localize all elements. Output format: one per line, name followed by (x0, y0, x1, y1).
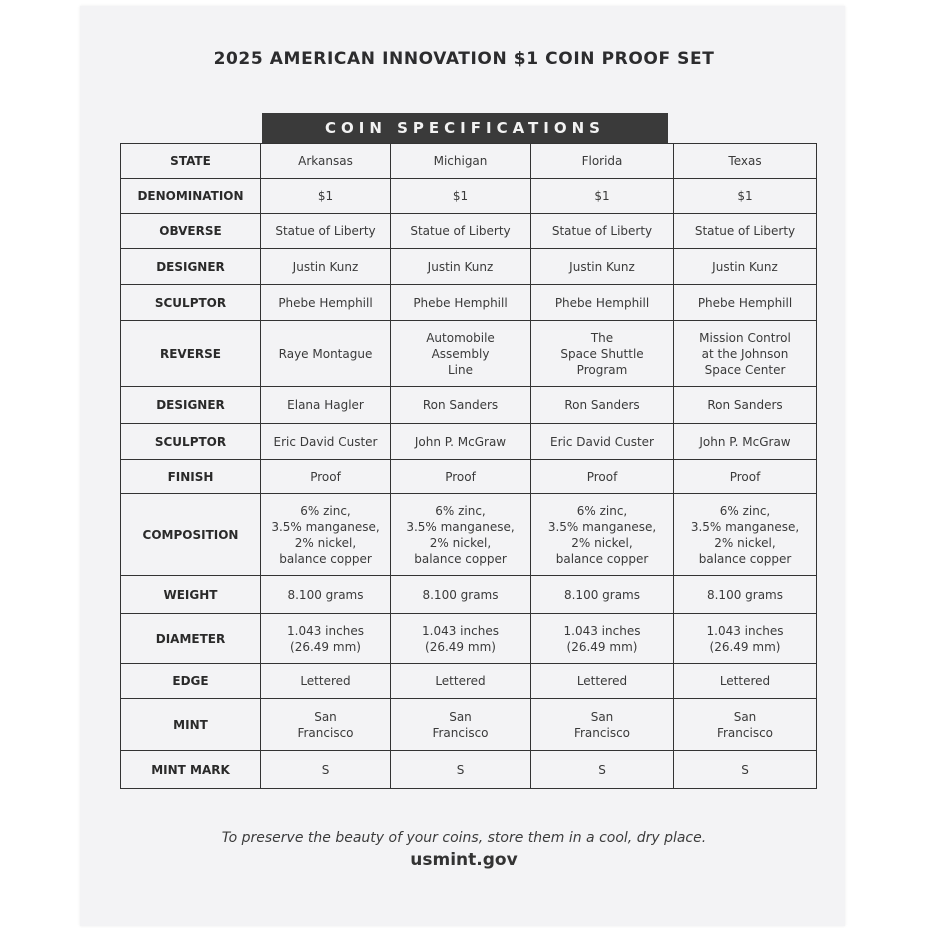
table-cell: Phebe Hemphill (390, 284, 531, 321)
table-cell: 8.100 grams (673, 575, 817, 614)
table-row: MINT MARK S S S S (120, 750, 817, 789)
table-row: DESIGNER Justin Kunz Justin Kunz Justin Kun… (120, 248, 817, 285)
row-label: SCULPTOR (120, 284, 261, 321)
table-cell: 6% zinc, 3.5% manganese, 2% nickel, bala… (673, 493, 817, 576)
table-row: OBVERSE Statue of Liberty Statue of Libert… (120, 213, 817, 249)
row-label: REVERSE (120, 320, 261, 387)
row-label: WEIGHT (120, 575, 261, 614)
row-label: EDGE (120, 663, 261, 699)
table-cell: 8.100 grams (530, 575, 674, 614)
table-row: EDGE Lettered Lettered Lettered Lettered (120, 663, 817, 699)
table-row: SCULPTOR Eric David Custer John P. McGraw E… (120, 423, 817, 460)
row-label: OBVERSE (120, 213, 261, 249)
table-cell: S (673, 750, 817, 789)
table-row: DIAMETER 1.043 inches (26.49 mm) 1.043 inc… (120, 613, 817, 664)
table-cell: Proof (673, 459, 817, 494)
table-cell: Automobile Assembly Line (390, 320, 531, 387)
table-cell: $1 (260, 178, 391, 214)
table-cell: Statue of Liberty (390, 213, 531, 249)
table-row: WEIGHT 8.100 grams 8.100 grams 8.100 grams 8… (120, 575, 817, 614)
row-label: DESIGNER (120, 386, 261, 424)
table-cell: Eric David Custer (260, 423, 391, 460)
table-cell: Phebe Hemphill (673, 284, 817, 321)
row-label: DIAMETER (120, 613, 261, 664)
table-row: FINISH Proof Proof Proof Proof (120, 459, 817, 494)
table-cell: Proof (530, 459, 674, 494)
table-cell: Texas (673, 143, 817, 179)
table-row: COMPOSITION 6% zinc, 3.5% manganese, 2% n… (120, 493, 817, 576)
table-cell: S (390, 750, 531, 789)
table-row: STATE Arkansas Michigan Florida Texas (120, 143, 817, 179)
table-cell: S (260, 750, 391, 789)
table-cell: Lettered (530, 663, 674, 699)
table-cell: Arkansas (260, 143, 391, 179)
table-cell: Elana Hagler (260, 386, 391, 424)
row-label: COMPOSITION (120, 493, 261, 576)
table-cell: Ron Sanders (390, 386, 531, 424)
page-title: 2025 AMERICAN INNOVATION $1 COIN PROOF S… (213, 49, 715, 69)
table-cell: 6% zinc, 3.5% manganese, 2% nickel, bala… (530, 493, 674, 576)
table-row: REVERSE Raye Montague Automobile Assembly … (120, 320, 817, 387)
table-row: DESIGNER Elana Hagler Ron Sanders Ron Sande… (120, 386, 817, 424)
table-cell: Lettered (673, 663, 817, 699)
row-label: FINISH (120, 459, 261, 494)
table-cell: Justin Kunz (390, 248, 531, 285)
section-banner: COIN SPECIFICATIONS (262, 113, 668, 143)
table-cell: San Francisco (530, 698, 674, 751)
table-cell: San Francisco (260, 698, 391, 751)
table-cell: 1.043 inches (26.49 mm) (530, 613, 674, 664)
table-cell: San Francisco (390, 698, 531, 751)
table-cell: The Space Shuttle Program (530, 320, 674, 387)
row-label: DESIGNER (120, 248, 261, 285)
row-label: STATE (120, 143, 261, 179)
table-cell: John P. McGraw (390, 423, 531, 460)
table-cell: 1.043 inches (26.49 mm) (673, 613, 817, 664)
website-link: usmint.gov (410, 850, 518, 870)
table-cell: San Francisco (673, 698, 817, 751)
table-cell: $1 (673, 178, 817, 214)
table-cell: Statue of Liberty (673, 213, 817, 249)
table-cell: $1 (390, 178, 531, 214)
table-cell: Florida (530, 143, 674, 179)
row-label: MINT MARK (120, 750, 261, 789)
table-cell: Lettered (390, 663, 531, 699)
table-cell: Ron Sanders (673, 386, 817, 424)
table-cell: 1.043 inches (26.49 mm) (390, 613, 531, 664)
table-cell: 8.100 grams (260, 575, 391, 614)
table-cell: $1 (530, 178, 674, 214)
table-cell: Mission Control at the Johnson Space Cen… (673, 320, 817, 387)
table-cell: Justin Kunz (530, 248, 674, 285)
row-label: MINT (120, 698, 261, 751)
table-cell: John P. McGraw (673, 423, 817, 460)
table-cell: Michigan (390, 143, 531, 179)
table-row: MINT San Francisco San Francisco San Franci… (120, 698, 817, 751)
table-row: DENOMINATION $1 $1 $1 $1 (120, 178, 817, 214)
table-cell: Statue of Liberty (530, 213, 674, 249)
table-cell: Ron Sanders (530, 386, 674, 424)
row-label: SCULPTOR (120, 423, 261, 460)
row-label: DENOMINATION (120, 178, 261, 214)
table-cell: Phebe Hemphill (530, 284, 674, 321)
table-cell: 6% zinc, 3.5% manganese, 2% nickel, bala… (260, 493, 391, 576)
table-cell: Phebe Hemphill (260, 284, 391, 321)
table-cell: Justin Kunz (673, 248, 817, 285)
table-row: SCULPTOR Phebe Hemphill Phebe Hemphill Pheb… (120, 284, 817, 321)
table-cell: 8.100 grams (390, 575, 531, 614)
table-cell: Proof (390, 459, 531, 494)
table-cell: Eric David Custer (530, 423, 674, 460)
table-cell: Proof (260, 459, 391, 494)
care-note: To preserve the beauty of your coins, st… (221, 830, 707, 846)
table-cell: Raye Montague (260, 320, 391, 387)
table-cell: Lettered (260, 663, 391, 699)
table-cell: 1.043 inches (26.49 mm) (260, 613, 391, 664)
table-cell: 6% zinc, 3.5% manganese, 2% nickel, bala… (390, 493, 531, 576)
table-cell: Justin Kunz (260, 248, 391, 285)
table-cell: S (530, 750, 674, 789)
table-cell: Statue of Liberty (260, 213, 391, 249)
specifications-table: STATE Arkansas Michigan Florida Texas DENOMIN… (120, 143, 817, 789)
